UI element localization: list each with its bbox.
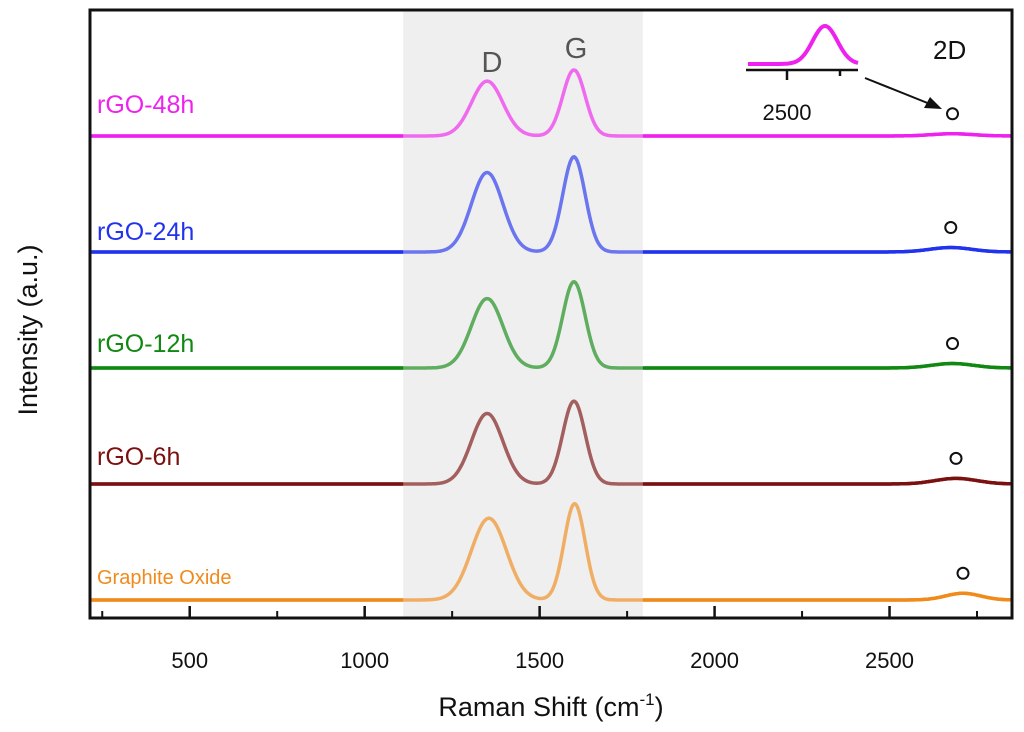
highlight-band: [403, 10, 643, 618]
x-axis-ticks: 500 1000 1500 2000 2500: [101, 606, 979, 673]
2d-peak-marker: [956, 566, 970, 580]
series-label-rgo-12h: rGO-12h: [97, 330, 194, 358]
x-tick-label: 2000: [690, 648, 739, 673]
series-label-graphite-oxide: Graphite Oxide: [97, 567, 232, 589]
peak-label-2d: 2D: [933, 35, 966, 65]
series-label-rgo-48h: rGO-48h: [97, 91, 194, 119]
inset: 2500: [746, 23, 859, 125]
x-tick-label: 1000: [340, 648, 389, 673]
2d-peak-marker: [946, 337, 960, 351]
series-label-rgo-6h: rGO-6h: [97, 443, 180, 471]
inset-curve: [748, 23, 859, 66]
x-axis-title: Raman Shift (cm-1): [438, 690, 663, 722]
plot-frame: [88, 8, 1014, 620]
x-tick-label: 2500: [865, 648, 914, 673]
inset-arrow: [864, 77, 942, 109]
series-label-rgo-24h: rGO-24h: [97, 218, 194, 246]
series-curves: [90, 68, 1012, 602]
x-tick-label: 1500: [515, 648, 564, 673]
2d-peak-marker: [944, 221, 958, 235]
2d-peak-marker: [946, 107, 960, 121]
2d-peak-marker: [949, 451, 963, 465]
peak-label-d: D: [482, 47, 503, 79]
twod-peak-markers: [944, 107, 970, 580]
inset-tick-label: 2500: [763, 100, 812, 125]
y-axis-title: Intensity (a.u.): [13, 244, 43, 415]
x-tick-label: 500: [171, 648, 208, 673]
peak-label-g: G: [565, 33, 588, 65]
